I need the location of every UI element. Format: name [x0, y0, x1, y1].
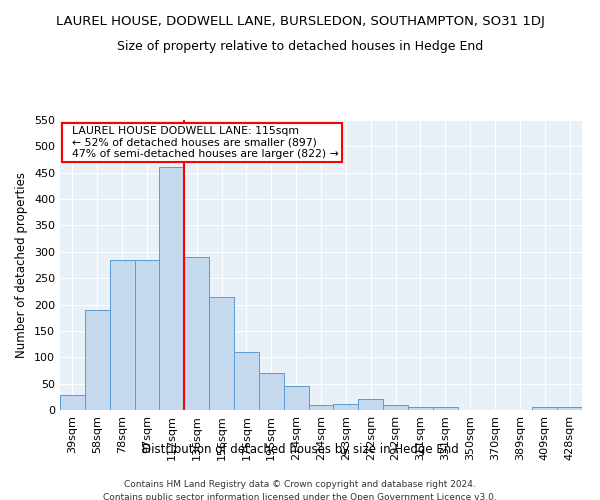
Text: Contains HM Land Registry data © Crown copyright and database right 2024.: Contains HM Land Registry data © Crown c…	[124, 480, 476, 489]
Bar	[308, 404, 334, 410]
Bar	[383, 404, 408, 410]
Bar	[160, 168, 184, 410]
Bar	[284, 386, 308, 410]
Bar	[60, 395, 85, 410]
Bar	[259, 373, 284, 410]
Bar	[110, 260, 134, 410]
Y-axis label: Number of detached properties: Number of detached properties	[16, 172, 28, 358]
Bar	[334, 404, 358, 410]
Bar	[408, 408, 433, 410]
Bar	[557, 408, 582, 410]
Text: Distribution of detached houses by size in Hedge End: Distribution of detached houses by size …	[142, 442, 458, 456]
Text: LAUREL HOUSE, DODWELL LANE, BURSLEDON, SOUTHAMPTON, SO31 1DJ: LAUREL HOUSE, DODWELL LANE, BURSLEDON, S…	[56, 15, 544, 28]
Bar	[234, 352, 259, 410]
Bar	[85, 310, 110, 410]
Text: LAUREL HOUSE DODWELL LANE: 115sqm
  ← 52% of detached houses are smaller (897)
 : LAUREL HOUSE DODWELL LANE: 115sqm ← 52% …	[65, 126, 339, 159]
Bar	[134, 260, 160, 410]
Bar	[433, 408, 458, 410]
Bar	[532, 408, 557, 410]
Text: Size of property relative to detached houses in Hedge End: Size of property relative to detached ho…	[117, 40, 483, 53]
Bar	[184, 257, 209, 410]
Bar	[358, 400, 383, 410]
Bar	[209, 296, 234, 410]
Text: Contains public sector information licensed under the Open Government Licence v3: Contains public sector information licen…	[103, 492, 497, 500]
